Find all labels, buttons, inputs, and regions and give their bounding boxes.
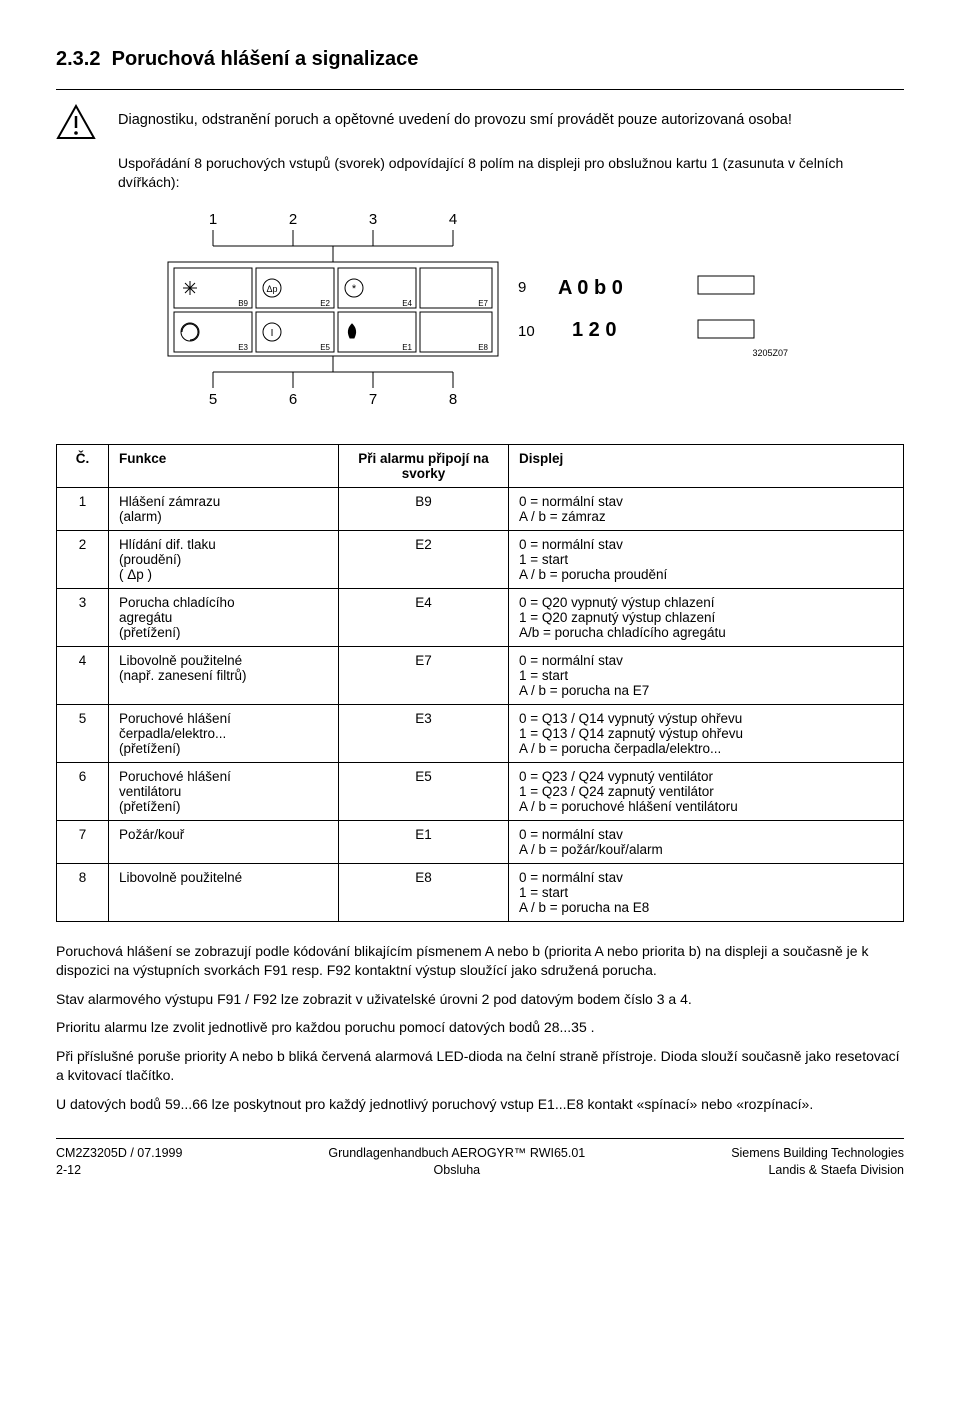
svg-text:I: I <box>271 328 274 339</box>
cell-term: E4 <box>339 588 509 646</box>
svg-text:3: 3 <box>369 211 377 228</box>
cell-func: Poruchové hlášení ventilátoru (přetížení… <box>109 762 339 820</box>
cell-term: E8 <box>339 863 509 921</box>
cell-disp: 0 = normální stav A / b = zámraz <box>509 487 904 530</box>
cell-c: 5 <box>57 704 109 762</box>
cell-term: B9 <box>339 487 509 530</box>
cell-disp: 0 = normální stav A / b = požár/kouř/ala… <box>509 820 904 863</box>
cell-func: Libovolně použitelné <box>109 863 339 921</box>
cell-func: Porucha chladícího agregátu (přetížení) <box>109 588 339 646</box>
svg-text:Δp: Δp <box>266 284 277 294</box>
footer-center: Grundlagenhandbuch AEROGYR™ RWI65.01 Obs… <box>328 1145 585 1179</box>
th-term: Při alarmu připojí na svorky <box>339 444 509 487</box>
table-row: 1Hlášení zámrazu (alarm)B90 = normální s… <box>57 487 904 530</box>
cell-disp: 0 = normální stav 1 = start A / b = poru… <box>509 646 904 704</box>
horizontal-rule <box>56 89 904 90</box>
th-disp: Displej <box>509 444 904 487</box>
svg-text:7: 7 <box>369 391 377 408</box>
paragraph-5: U datových bodů 59...66 lze poskytnout p… <box>56 1095 904 1114</box>
cell-disp: 0 = normální stav 1 = start A / b = poru… <box>509 863 904 921</box>
footer-c1: Grundlagenhandbuch AEROGYR™ RWI65.01 <box>328 1146 585 1160</box>
svg-text:E5: E5 <box>320 343 330 352</box>
cell-disp: 0 = normální stav 1 = start A / b = poru… <box>509 530 904 588</box>
section-number: 2.3.2 <box>56 48 100 70</box>
cell-func: Požár/kouř <box>109 820 339 863</box>
table-row: 6Poruchové hlášení ventilátoru (přetížen… <box>57 762 904 820</box>
svg-text:*: * <box>352 283 357 295</box>
svg-text:5: 5 <box>209 391 217 408</box>
footer-r2: Landis & Staefa Division <box>768 1163 904 1177</box>
svg-text:A 0 b 0: A 0 b 0 <box>558 277 623 299</box>
warning-icon <box>56 104 96 140</box>
paragraph-3: Prioritu alarmu lze zvolit jednotlivě pr… <box>56 1018 904 1037</box>
cell-c: 4 <box>57 646 109 704</box>
footer-c2: Obsluha <box>434 1163 481 1177</box>
svg-text:E4: E4 <box>402 299 412 308</box>
cell-disp: 0 = Q13 / Q14 vypnutý výstup ohřevu 1 = … <box>509 704 904 762</box>
svg-text:E8: E8 <box>478 343 488 352</box>
cell-disp: 0 = Q20 vypnutý výstup chlazení 1 = Q20 … <box>509 588 904 646</box>
svg-text:E1: E1 <box>402 343 412 352</box>
footer-l2: 2-12 <box>56 1163 81 1177</box>
th-c: Č. <box>57 444 109 487</box>
table-row: 3Porucha chladícího agregátu (přetížení)… <box>57 588 904 646</box>
cell-c: 6 <box>57 762 109 820</box>
table-row: 2Hlídání dif. tlaku (proudění) ( Δp )E20… <box>57 530 904 588</box>
table-header-row: Č. Funkce Při alarmu připojí na svorky D… <box>57 444 904 487</box>
cell-func: Poruchové hlášení čerpadla/elektro... (p… <box>109 704 339 762</box>
svg-text:6: 6 <box>289 391 297 408</box>
svg-text:1 2 0: 1 2 0 <box>572 319 616 341</box>
svg-text:8: 8 <box>449 391 457 408</box>
svg-text:2: 2 <box>289 211 297 228</box>
cell-term: E1 <box>339 820 509 863</box>
alarm-table: Č. Funkce Při alarmu připojí na svorky D… <box>56 444 904 922</box>
cell-term: E2 <box>339 530 509 588</box>
cell-disp: 0 = Q23 / Q24 vypnutý ventilátor 1 = Q23… <box>509 762 904 820</box>
svg-text:4: 4 <box>449 211 457 228</box>
svg-text:E7: E7 <box>478 299 488 308</box>
cell-c: 1 <box>57 487 109 530</box>
footer-right: Siemens Building Technologies Landis & S… <box>731 1145 904 1179</box>
diagram-intro: Uspořádání 8 poruchových vstupů (svorek)… <box>118 154 904 192</box>
table-row: 4Libovolně použitelné (např. zanesení fi… <box>57 646 904 704</box>
paragraph-2: Stav alarmového výstupu F91 / F92 lze zo… <box>56 990 904 1009</box>
svg-text:B9: B9 <box>238 299 248 308</box>
cell-c: 2 <box>57 530 109 588</box>
paragraph-1: Poruchová hlášení se zobrazují podle kód… <box>56 942 904 980</box>
page-footer: CM2Z3205D / 07.1999 2-12 Grundlagenhandb… <box>56 1138 904 1179</box>
footer-left: CM2Z3205D / 07.1999 2-12 <box>56 1145 182 1179</box>
svg-text:E3: E3 <box>238 343 248 352</box>
cell-term: E7 <box>339 646 509 704</box>
svg-text:10: 10 <box>518 323 535 340</box>
svg-text:E2: E2 <box>320 299 330 308</box>
paragraph-4: Při příslušné poruše priority A nebo b b… <box>56 1047 904 1085</box>
cell-c: 8 <box>57 863 109 921</box>
footer-r1: Siemens Building Technologies <box>731 1146 904 1160</box>
th-func: Funkce <box>109 444 339 487</box>
svg-text:3205Z07: 3205Z07 <box>752 348 788 358</box>
cell-c: 7 <box>57 820 109 863</box>
section-title-text: Poruchová hlášení a signalizace <box>112 48 419 70</box>
table-row: 8Libovolně použitelnéE80 = normální stav… <box>57 863 904 921</box>
cell-func: Hlídání dif. tlaku (proudění) ( Δp ) <box>109 530 339 588</box>
section-heading: 2.3.2 Poruchová hlášení a signalizace <box>56 48 904 71</box>
cell-term: E5 <box>339 762 509 820</box>
diagram: 1 2 3 4 Δp * I <box>118 206 904 416</box>
footer-l1: CM2Z3205D / 07.1999 <box>56 1146 182 1160</box>
table-row: 7Požár/kouřE10 = normální stav A / b = p… <box>57 820 904 863</box>
warning-text: Diagnostiku, odstranění poruch a opětovn… <box>118 104 792 128</box>
table-row: 5Poruchové hlášení čerpadla/elektro... (… <box>57 704 904 762</box>
svg-text:9: 9 <box>518 279 526 296</box>
warning-block: Diagnostiku, odstranění poruch a opětovn… <box>56 104 904 140</box>
cell-func: Hlášení zámrazu (alarm) <box>109 487 339 530</box>
svg-text:1: 1 <box>209 211 217 228</box>
cell-c: 3 <box>57 588 109 646</box>
cell-term: E3 <box>339 704 509 762</box>
cell-func: Libovolně použitelné (např. zanesení fil… <box>109 646 339 704</box>
